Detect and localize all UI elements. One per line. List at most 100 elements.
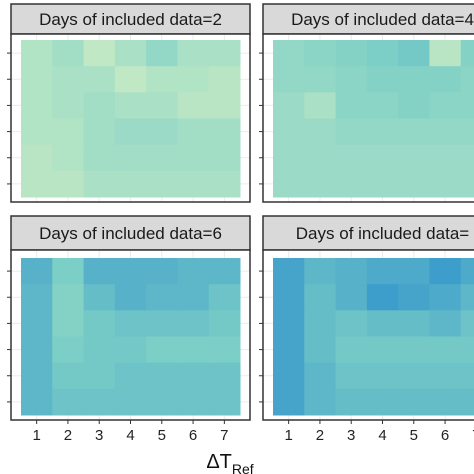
heatmap-tile — [177, 388, 210, 416]
heatmap-tile — [208, 258, 241, 285]
heatmap-tile — [460, 362, 474, 390]
heatmap-tile — [21, 310, 53, 337]
heatmap-tile — [429, 310, 462, 337]
heatmap-tile — [208, 66, 241, 93]
heatmap-tile — [366, 170, 399, 198]
heatmap-tile — [83, 258, 116, 285]
heatmap-tile — [52, 284, 85, 311]
heatmap-tile — [366, 388, 399, 416]
facet-panel-4: Days of included data= — [259, 215, 474, 424]
heatmap-tile — [146, 40, 178, 67]
heatmap-tile — [208, 144, 241, 172]
heatmap-tile — [273, 310, 305, 337]
heatmap-tile — [304, 388, 337, 416]
heatmap-tile — [398, 40, 430, 67]
heatmap-tile — [429, 92, 462, 119]
heatmap-tile — [21, 92, 53, 119]
heatmap-tile — [460, 310, 474, 337]
facet-panel-3: Days of included data=6 — [7, 215, 251, 424]
heatmap-tile — [177, 40, 210, 67]
heatmap-tile — [52, 144, 85, 172]
heatmap-tile — [83, 40, 116, 67]
heatmap-tile — [429, 284, 462, 311]
panel-border — [262, 33, 474, 203]
heatmap-tile — [83, 144, 116, 172]
heatmap-tile — [366, 310, 399, 337]
heatmap-tile — [273, 92, 305, 119]
heatmap-tile — [273, 388, 305, 416]
heatmap-tile — [146, 118, 178, 146]
heatmap-tile — [460, 284, 474, 311]
heatmap-tile — [273, 170, 305, 198]
heatmap-tile — [335, 258, 368, 285]
heatmap-tile — [398, 92, 430, 119]
heatmap-tile — [114, 170, 147, 198]
x-tick-label: 6 — [189, 427, 197, 444]
heatmap-tile — [21, 258, 53, 285]
heatmap-tile — [21, 284, 53, 311]
x-tick-label: 7 — [472, 427, 474, 444]
heatmap-tile — [304, 258, 337, 285]
heatmap-tile — [460, 388, 474, 416]
x-axis-title-subscript: Ref — [232, 461, 254, 474]
heatmap-tile — [52, 170, 85, 198]
heatmap-tile — [177, 118, 210, 146]
heatmap-tile — [273, 362, 305, 390]
heatmap-tile — [21, 170, 53, 198]
heatmap-tile — [114, 40, 147, 67]
heatmap-tile — [114, 92, 147, 119]
heatmap-tile — [366, 362, 399, 390]
heatmap-tile — [429, 118, 462, 146]
heatmap-tile — [21, 336, 53, 364]
panels-layer: Days of included data=2 Days of included … — [7, 3, 474, 424]
heatmap-tile — [83, 170, 116, 198]
heatmap-tile — [429, 66, 462, 93]
heatmap-tile — [114, 310, 147, 337]
heatmap-tile — [304, 284, 337, 311]
heatmap-tile — [208, 310, 241, 337]
heatmap-tile — [398, 66, 430, 93]
heatmap-tile — [52, 388, 85, 416]
heatmap-tile — [398, 362, 430, 390]
heatmap-tile — [114, 144, 147, 172]
heatmap-tile — [21, 118, 53, 146]
heatmap-tile — [366, 336, 399, 364]
heatmap-tile — [208, 336, 241, 364]
heatmap-tile — [83, 336, 116, 364]
heatmap-tile — [146, 170, 178, 198]
heatmap-tile — [146, 66, 178, 93]
heatmap-tile — [398, 170, 430, 198]
facet-strip — [10, 215, 251, 251]
heatmap-tile — [366, 118, 399, 146]
heatmap-tile — [335, 144, 368, 172]
heatmap-tile — [304, 362, 337, 390]
heatmap-tile — [114, 118, 147, 146]
heatmap-tile — [177, 362, 210, 390]
facet-panel-1: Days of included data=2 — [7, 3, 251, 203]
heatmap-tile — [273, 336, 305, 364]
heatmap-tile — [177, 310, 210, 337]
heatmap-tile — [114, 258, 147, 285]
heatmap-tile — [273, 118, 305, 146]
facet-strip-label: Days of included data=2 — [39, 10, 222, 29]
heatmap-tile — [114, 388, 147, 416]
heatmap-tile — [146, 284, 178, 311]
x-tick-label: 5 — [410, 427, 418, 444]
heatmap-tile — [335, 362, 368, 390]
heatmap-tile — [460, 92, 474, 119]
heatmap-tile — [398, 310, 430, 337]
heatmap-tile — [83, 66, 116, 93]
heatmap-tile — [398, 284, 430, 311]
heatmap-tile — [208, 170, 241, 198]
facet-strip-label: Days of included data=6 — [39, 224, 222, 243]
heatmap-tile — [177, 144, 210, 172]
heatmap-tile — [460, 144, 474, 172]
facet-strip — [10, 3, 251, 35]
x-tick-label: 5 — [158, 427, 166, 444]
heatmap-tile — [83, 92, 116, 119]
heatmap-tile — [208, 118, 241, 146]
heatmap-tile — [460, 40, 474, 67]
heatmap-tile — [146, 310, 178, 337]
heatmap-tile — [146, 144, 178, 172]
